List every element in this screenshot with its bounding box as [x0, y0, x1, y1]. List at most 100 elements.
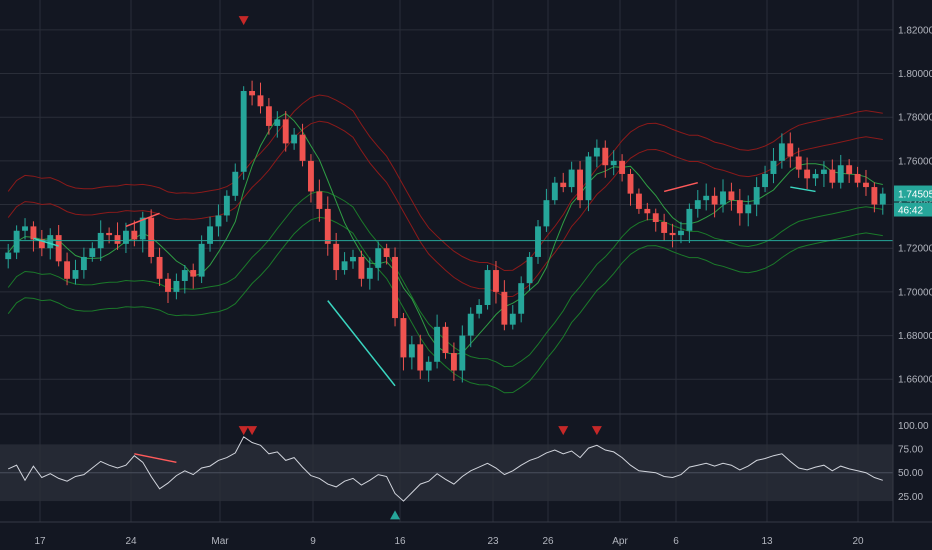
candle-body[interactable] — [728, 191, 735, 201]
candle-body[interactable] — [720, 191, 726, 205]
candle-body[interactable] — [585, 156, 592, 201]
candle-body[interactable] — [47, 235, 54, 249]
candle-body[interactable] — [274, 119, 281, 126]
candle-body[interactable] — [299, 134, 306, 161]
candle-body[interactable] — [291, 134, 298, 144]
candle-body[interactable] — [207, 226, 213, 244]
candle-body[interactable] — [80, 256, 87, 271]
candle-body[interactable] — [265, 106, 272, 126]
candle-body[interactable] — [467, 313, 474, 336]
candle-body[interactable] — [375, 248, 382, 268]
candle-body[interactable] — [350, 256, 356, 262]
candle-body[interactable] — [282, 119, 289, 144]
candle-body[interactable] — [635, 193, 642, 209]
candle-body[interactable] — [442, 326, 449, 354]
candle-body[interactable] — [829, 169, 836, 183]
candle-body[interactable] — [13, 230, 20, 253]
candle-body[interactable] — [122, 230, 129, 244]
candle-body[interactable] — [871, 187, 878, 205]
candle-body[interactable] — [678, 230, 684, 236]
candle-body[interactable] — [619, 160, 626, 174]
candles[interactable] — [5, 80, 886, 383]
candle-body[interactable] — [55, 235, 62, 262]
candle-body[interactable] — [165, 278, 171, 292]
candle-body[interactable] — [778, 143, 785, 161]
candle-body[interactable] — [560, 182, 567, 188]
candle-body[interactable] — [526, 256, 533, 284]
candle-body[interactable] — [568, 169, 575, 188]
candle-body[interactable] — [863, 182, 869, 188]
candle-body[interactable] — [38, 239, 45, 249]
candle-body[interactable] — [72, 270, 79, 279]
candle-body[interactable] — [106, 232, 113, 236]
candle-body[interactable] — [610, 160, 617, 166]
candle-body[interactable] — [854, 173, 861, 183]
candle-body[interactable] — [198, 243, 205, 277]
candle-body[interactable] — [89, 248, 96, 257]
candle-body[interactable] — [493, 270, 499, 292]
candle-body[interactable] — [30, 226, 37, 240]
candle-body[interactable] — [846, 165, 853, 174]
candle-body[interactable] — [450, 353, 457, 371]
candle-body[interactable] — [745, 204, 752, 214]
candle-body[interactable] — [669, 232, 676, 236]
candle-body[interactable] — [703, 195, 710, 201]
candle-body[interactable] — [333, 243, 340, 271]
candle-body[interactable] — [484, 270, 491, 305]
candle-body[interactable] — [644, 208, 651, 214]
candle-body[interactable] — [156, 256, 163, 279]
candle-body[interactable] — [257, 95, 264, 107]
candle-body[interactable] — [804, 169, 811, 179]
candle-body[interactable] — [602, 147, 609, 166]
candle-body[interactable] — [240, 90, 247, 172]
candle-body[interactable] — [694, 200, 701, 209]
candle-body[interactable] — [787, 143, 794, 157]
candle-body[interactable] — [139, 217, 146, 240]
candle-body[interactable] — [64, 261, 71, 279]
candle-body[interactable] — [249, 90, 256, 96]
candle-body[interactable] — [425, 361, 432, 371]
candle-body[interactable] — [5, 252, 12, 260]
candle-body[interactable] — [434, 326, 441, 362]
candle-body[interactable] — [400, 318, 407, 358]
candle-body[interactable] — [408, 344, 415, 358]
candle-body[interactable] — [518, 283, 525, 314]
candle-body[interactable] — [593, 147, 600, 157]
candle-body[interactable] — [661, 222, 668, 233]
candle-body[interactable] — [501, 291, 508, 325]
candle-body[interactable] — [686, 208, 693, 231]
candle-body[interactable] — [131, 230, 138, 240]
candle-body[interactable] — [543, 200, 550, 227]
candle-body[interactable] — [711, 195, 718, 205]
candle-body[interactable] — [627, 173, 634, 194]
candle-body[interactable] — [232, 171, 239, 196]
candle-body[interactable] — [652, 213, 659, 223]
candle-body[interactable] — [459, 335, 466, 371]
candle-body[interactable] — [22, 226, 28, 231]
candle-body[interactable] — [190, 270, 197, 277]
candle-body[interactable] — [114, 235, 121, 244]
candle-body[interactable] — [551, 182, 558, 201]
candle-body[interactable] — [879, 193, 886, 205]
candle-body[interactable] — [820, 169, 827, 174]
candle-body[interactable] — [148, 217, 155, 257]
candle-body[interactable] — [383, 248, 390, 257]
candle-body[interactable] — [736, 200, 743, 214]
candle-body[interactable] — [308, 160, 314, 192]
candle-body[interactable] — [795, 156, 802, 170]
candle-body[interactable] — [392, 256, 398, 319]
candle-body[interactable] — [181, 270, 188, 281]
candle-body[interactable] — [753, 187, 760, 205]
candle-body[interactable] — [173, 280, 180, 292]
candle-body[interactable] — [476, 304, 483, 314]
candle-body[interactable] — [509, 313, 516, 325]
candle-body[interactable] — [837, 165, 844, 183]
candle-body[interactable] — [812, 173, 819, 179]
candle-body[interactable] — [366, 267, 373, 279]
candle-body[interactable] — [316, 191, 323, 209]
candle-body[interactable] — [223, 195, 230, 216]
candle-body[interactable] — [535, 226, 541, 257]
candle-body[interactable] — [358, 256, 365, 279]
candle-body[interactable] — [577, 169, 583, 201]
